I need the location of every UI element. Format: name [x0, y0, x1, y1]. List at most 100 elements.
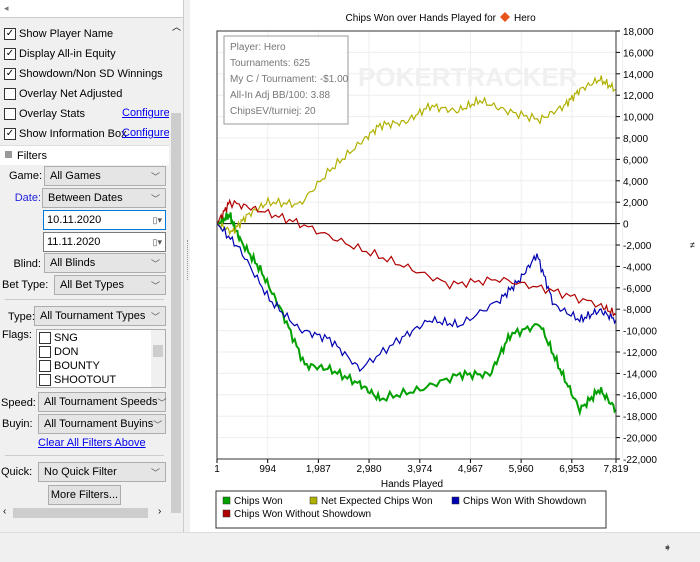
checkbox[interactable] [39, 360, 51, 372]
y-tick-label: 10,000 [623, 113, 654, 124]
option-label: Show Player Name [19, 28, 114, 40]
calendar-icon[interactable]: ▯▾ [152, 236, 162, 247]
flag-label: DON [54, 346, 79, 358]
bettype-select[interactable]: All Bet Types ﹀ [54, 275, 166, 295]
flag-item[interactable]: BOUNTY [39, 360, 100, 372]
quick-label: Quick: [1, 466, 33, 478]
y-tick-label: 2,000 [623, 198, 648, 209]
x-tick-label: 7,819 [603, 464, 628, 475]
chips-won-chart: 18,00016,00014,00012,00010,0008,0006,000… [214, 12, 695, 529]
checkbox[interactable] [4, 88, 16, 100]
y-tick-label: -12,000 [623, 348, 657, 359]
plot-frame [216, 30, 617, 460]
option-display-all-in-equity[interactable]: ✓ Display All-in Equity [4, 46, 116, 62]
quick-filter-select[interactable]: No Quick Filter ﹀ [38, 462, 166, 482]
checkbox[interactable] [4, 108, 16, 120]
filter-panel: ◂ ✓ Show Player Name ✓ Display All-in Equit… [0, 0, 184, 540]
option-overlay-stats[interactable]: Overlay Stats [4, 106, 85, 122]
hscroll-thumb[interactable] [13, 508, 148, 518]
bettype-label: Bet Type: [2, 279, 49, 291]
flags-scrollbar[interactable] [151, 330, 165, 387]
status-bar: ➧ [0, 532, 700, 562]
buyin-select[interactable]: All Tournament Buyins ﹀ [38, 414, 166, 434]
legend-swatch [222, 496, 231, 505]
checkbox[interactable]: ✓ [4, 48, 16, 60]
scroll-right-icon[interactable]: › [158, 506, 162, 517]
buyin-value: All Tournament Buyins [44, 418, 154, 430]
y-tick-label: -4,000 [623, 262, 652, 273]
player-diamond-icon [500, 12, 510, 22]
blind-select[interactable]: All Blinds ﹀ [44, 253, 166, 273]
collapse-icon[interactable] [5, 151, 12, 158]
y-tick-label: 14,000 [623, 70, 654, 81]
option-label: Overlay Net Adjusted [19, 88, 123, 100]
series-line-chips-won-without-showdown [216, 198, 617, 317]
info-box [223, 35, 349, 125]
chart-player-name: Hero [514, 13, 536, 24]
y-tick-label: -8,000 [623, 305, 652, 316]
configure-link[interactable]: Configure [122, 107, 170, 119]
option-overlay-net-adjusted[interactable]: Overlay Net Adjusted [4, 86, 122, 102]
configure-link[interactable]: Configure [122, 127, 170, 139]
speed-select[interactable]: All Tournament Speeds ﹀ [38, 392, 167, 412]
game-select[interactable]: All Games ﹀ [44, 166, 166, 186]
panel-header: ◂ [0, 0, 183, 18]
speed-label: Speed: [1, 397, 36, 409]
type-value: All Tournament Types [40, 310, 146, 322]
scroll-up-icon[interactable]: ︿ [172, 22, 182, 32]
option-show-information-box[interactable]: ✓ Show Information Box [4, 126, 127, 142]
checkbox[interactable]: ✓ [4, 28, 16, 40]
flag-item[interactable]: SNG [39, 332, 78, 344]
date-label: Date: [14, 192, 41, 204]
legend-label: Chips Won Without Showdown [234, 509, 371, 520]
option-label: Show Information Box [19, 128, 127, 140]
y-tick-label: -2,000 [623, 241, 652, 252]
speed-value: All Tournament Speeds [44, 396, 158, 408]
flags-list[interactable]: SNG DON BOUNTY SHOOTOUT [36, 329, 166, 388]
scroll-left-icon[interactable]: ‹ [3, 506, 7, 517]
flag-item[interactable]: SHOOTOUT [39, 374, 116, 386]
legend [215, 490, 607, 529]
checkbox[interactable] [39, 346, 51, 358]
calendar-icon[interactable]: ▯▾ [152, 214, 162, 225]
divider [5, 455, 164, 456]
type-select[interactable]: All Tournament Types ﹀ [34, 306, 166, 326]
checkbox[interactable]: ✓ [4, 68, 16, 80]
x-axis-title: Hands Played [381, 479, 443, 490]
series-line-chips-won-with-showdown [216, 223, 617, 373]
option-show-player-name[interactable]: ✓ Show Player Name [4, 26, 113, 42]
panel-scrollbar[interactable]: ︿ [169, 18, 183, 513]
filters-section-header[interactable]: Filters [0, 145, 169, 165]
x-tick-label: 6,953 [559, 464, 584, 475]
chevron-down-icon: ﹀ [150, 280, 160, 291]
date-from-input[interactable]: 10.11.2020 ▯▾ [43, 210, 166, 230]
x-tick-label: 1 [214, 464, 220, 475]
more-filters-button[interactable]: More Filters... [48, 485, 121, 505]
x-tick-label: 4,967 [458, 464, 483, 475]
option-label: Display All-in Equity [19, 48, 116, 60]
date-to-input[interactable]: 11.11.2020 ▯▾ [43, 232, 166, 252]
checkbox[interactable]: ✓ [4, 128, 16, 140]
y-tick-label: -10,000 [623, 327, 657, 338]
y-tick-label: -16,000 [623, 391, 657, 402]
y-tick-label: 16,000 [623, 48, 654, 59]
clear-filters-link[interactable]: Clear All Filters Above [38, 437, 146, 449]
date-to-value: 11.11.2020 [47, 236, 101, 248]
y-tick-label: -22,000 [623, 455, 657, 466]
date-value: Between Dates [48, 192, 123, 204]
splitter[interactable] [185, 0, 190, 532]
type-label: Type: [8, 311, 35, 323]
option-showdown-non-sd-winnings[interactable]: ✓ Showdown/Non SD Winnings [4, 66, 163, 82]
scroll-left-icon[interactable]: ◂ [4, 3, 9, 13]
y-axis-title-icon: ≠ [690, 240, 695, 250]
checkbox[interactable] [39, 374, 51, 386]
flag-item[interactable]: DON [39, 346, 78, 358]
x-tick-label: 3,974 [407, 464, 432, 475]
export-icon[interactable]: ➧ [663, 542, 673, 554]
y-tick-label: -14,000 [623, 369, 657, 380]
scrollbar-thumb[interactable] [171, 113, 181, 513]
checkbox[interactable] [39, 332, 51, 344]
panel-hscrollbar[interactable]: ‹ › [0, 506, 169, 520]
y-tick-label: 0 [623, 220, 629, 231]
date-select[interactable]: Between Dates ﹀ [42, 188, 166, 208]
